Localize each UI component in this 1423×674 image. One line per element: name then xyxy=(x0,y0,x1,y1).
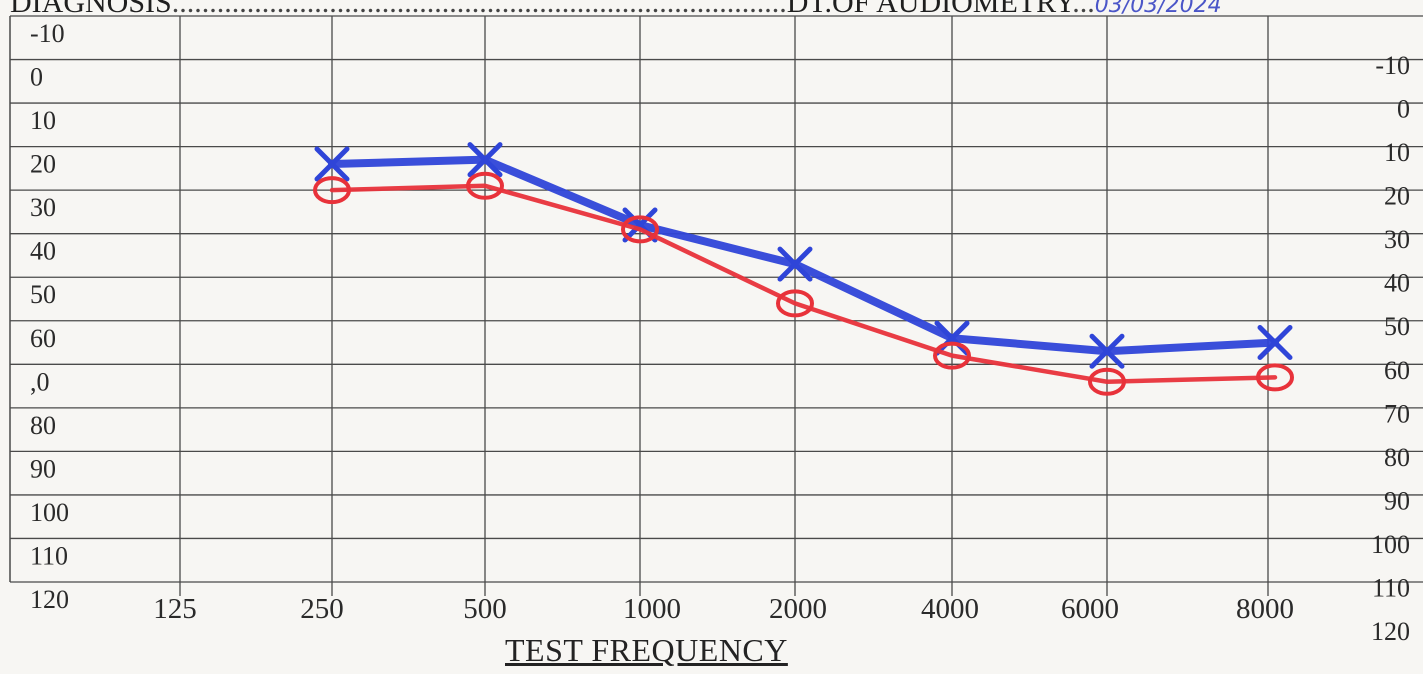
x-tick: 500 xyxy=(463,593,507,625)
y-tick-right: 110 xyxy=(1372,573,1410,602)
y-tick-left: 20 xyxy=(30,150,56,179)
series-layer xyxy=(313,142,1294,396)
y-tick-left: 110 xyxy=(30,541,68,570)
y-tick-right: 120 xyxy=(1371,617,1410,646)
x-axis-title: TEST FREQUENCY xyxy=(505,632,788,668)
y-tick-left: 50 xyxy=(30,280,56,309)
x-tick: 1000 xyxy=(623,593,681,625)
y-tick-right: 50 xyxy=(1384,312,1410,341)
y-tick-right: 100 xyxy=(1371,530,1410,559)
y-tick-right: -10 xyxy=(1375,51,1410,80)
y-tick-left: 60 xyxy=(30,324,56,353)
x-tick: 2000 xyxy=(769,593,827,625)
x-marker xyxy=(467,142,503,178)
y-tick-left: 100 xyxy=(30,498,69,527)
x-axis: 125 250 500 1000 2000 4000 6000 8000 xyxy=(153,593,1294,625)
y-tick-left: 80 xyxy=(30,411,56,440)
y-tick-right: 40 xyxy=(1384,269,1410,298)
y-tick-left: -10 xyxy=(30,19,65,48)
x-tick: 6000 xyxy=(1061,593,1119,625)
o-marker xyxy=(1256,363,1294,392)
x-marker xyxy=(934,320,970,356)
audiometry-header: DIAGNOSIS...............................… xyxy=(10,0,1423,16)
o-marker xyxy=(466,171,504,200)
y-tick-right: 80 xyxy=(1384,443,1410,472)
y-tick-left: 120 xyxy=(30,585,69,614)
y-tick-left: 90 xyxy=(30,454,56,483)
diagnosis-label: DIAGNOSIS xyxy=(10,0,172,16)
x-marker xyxy=(1257,325,1293,361)
y-tick-right: 30 xyxy=(1384,225,1410,254)
y-tick-left: 0 xyxy=(30,63,43,92)
y-axis-left: -10 0 10 20 30 40 50 60 ,0 80 90 100 110 120 xyxy=(30,19,69,614)
o-marker xyxy=(313,176,351,205)
o-marker xyxy=(1088,367,1126,396)
audiometry-date-label: DT.OF AUDIOMETRY xyxy=(787,0,1073,16)
y-tick-right: 20 xyxy=(1384,182,1410,211)
x-marker xyxy=(1089,333,1125,369)
y-tick-right: 0 xyxy=(1397,95,1410,124)
x-tick: 8000 xyxy=(1236,593,1294,625)
y-axis-right: -10 0 10 20 30 40 50 60 70 80 90 100 110 120 xyxy=(1371,51,1410,646)
o-marker xyxy=(776,289,814,318)
chart-grid xyxy=(9,15,1423,596)
o-marker xyxy=(621,215,659,244)
audiometry-date: 03/03/2024 xyxy=(1094,0,1222,16)
series-line-2 xyxy=(329,183,1278,384)
diagnosis-dots: ........................................… xyxy=(172,0,787,16)
x-marker xyxy=(777,246,813,282)
y-tick-right: 70 xyxy=(1384,399,1410,428)
y-tick-right: 90 xyxy=(1384,486,1410,515)
y-tick-left: 40 xyxy=(30,237,56,266)
x-tick: 125 xyxy=(153,593,197,625)
date-dots: ... xyxy=(1072,0,1095,16)
x-marker xyxy=(314,146,350,182)
y-tick-right: 10 xyxy=(1384,138,1410,167)
y-tick-left: 30 xyxy=(30,193,56,222)
y-tick-left: 10 xyxy=(30,106,56,135)
x-tick: 4000 xyxy=(921,593,979,625)
o-marker xyxy=(933,341,971,370)
y-tick-left: ,0 xyxy=(30,367,50,396)
x-tick: 250 xyxy=(300,593,344,625)
y-tick-right: 60 xyxy=(1384,356,1410,385)
